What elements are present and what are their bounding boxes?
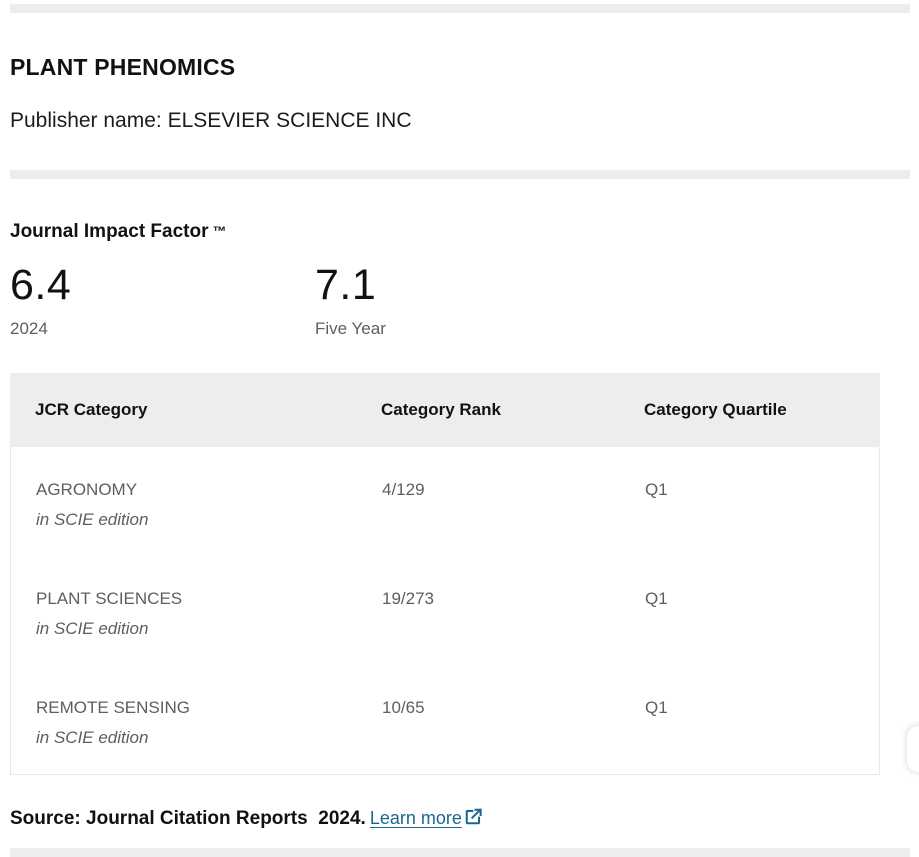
learn-more-label: Learn more [369,808,462,828]
table-body: AGRONOMY in SCIE edition 4/129 Q1 PLANT … [10,447,880,775]
jif-five-year-label: Five Year [315,319,386,338]
category-cell: PLANT SCIENCES in SCIE edition [36,586,382,642]
journal-title: PLANT PHENOMICS [10,54,236,80]
floating-button-partial[interactable] [907,726,919,772]
category-rank-value: 19/273 [382,589,434,608]
category-cell: REMOTE SENSING in SCIE edition [36,695,382,751]
category-rank-value: 4/129 [382,480,425,499]
metric-current-year: 6.4 2024 [10,261,315,339]
table-row: AGRONOMY in SCIE edition 4/129 Q1 [11,447,879,556]
category-quartile-value: Q1 [645,589,668,608]
category-name: AGRONOMY [36,480,138,499]
section-divider [10,170,910,179]
learn-more-link[interactable]: Learn more [366,808,483,828]
table-row: PLANT SCIENCES in SCIE edition 19/273 Q1 [11,556,879,665]
jif-current-value: 6.4 [10,261,72,309]
bottom-divider [10,848,910,857]
metric-five-year: 7.1 Five Year [315,261,620,339]
jcr-journal-profile-panel: PLANT PHENOMICS Publisher name: ELSEVIER… [0,4,919,857]
jif-five-year-value: 7.1 [315,261,377,309]
category-cell: AGRONOMY in SCIE edition [36,477,382,533]
table-row: REMOTE SENSING in SCIE edition 10/65 Q1 [11,665,879,774]
category-edition: in SCIE edition [36,728,149,747]
source-text: Source: Journal Citation Reports 2024. [10,808,366,829]
publisher-label: Publisher name: [10,109,168,132]
trademark-symbol: ™ [212,223,227,239]
publisher-name: ELSEVIER SCIENCE INC [167,109,412,132]
column-header-jcr-category: JCR Category [35,400,148,419]
category-quartile-value: Q1 [645,698,668,717]
category-rank-value: 10/65 [382,698,425,717]
impact-factor-heading: Journal Impact Factor ™ [10,219,910,244]
impact-factor-metrics: 6.4 2024 7.1 Five Year [10,261,910,339]
category-quartile-value: Q1 [645,480,668,499]
impact-factor-heading-text: Journal Impact Factor [10,221,209,242]
publisher-line: Publisher name: ELSEVIER SCIENCE INC [10,108,910,134]
column-header-category-rank: Category Rank [381,400,501,419]
category-edition: in SCIE edition [36,619,149,638]
category-name: REMOTE SENSING [36,698,190,717]
source-line: Source: Journal Citation Reports 2024. Le… [10,806,910,832]
category-edition: in SCIE edition [36,510,149,529]
table-header-row: JCR Category Category Rank Category Quar… [10,373,880,447]
external-link-icon [464,807,483,832]
jif-current-label: 2024 [10,319,48,338]
jcr-category-table: JCR Category Category Rank Category Quar… [10,373,880,775]
category-name: PLANT SCIENCES [36,589,183,608]
top-divider [10,4,910,13]
column-header-category-quartile: Category Quartile [644,400,787,419]
